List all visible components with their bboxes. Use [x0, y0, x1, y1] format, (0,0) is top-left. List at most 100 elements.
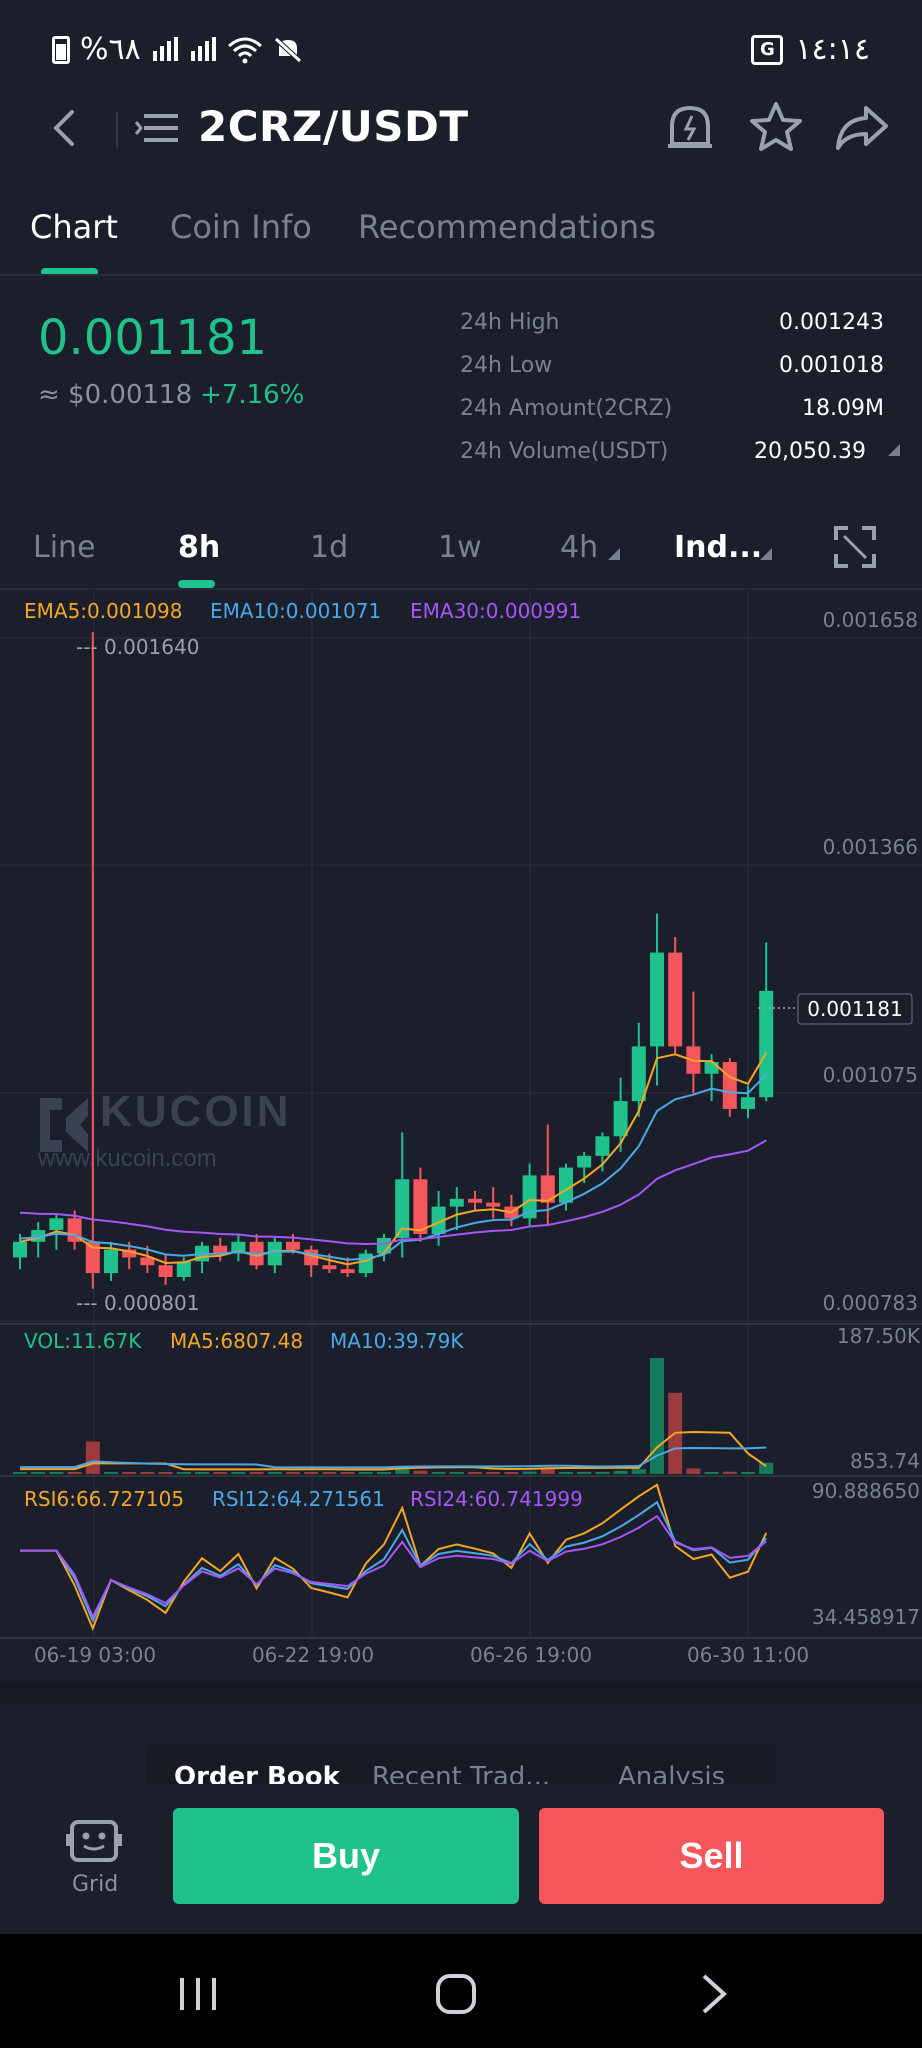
volume-bar [67, 1472, 82, 1474]
tab-analysis[interactable]: Analysis [618, 1762, 726, 1784]
ema-lines [19, 1052, 768, 1266]
ema30-legend: EMA30:0.000991 [410, 599, 581, 623]
back-nav-icon[interactable] [698, 1972, 730, 2016]
candle-body [650, 952, 664, 1047]
candle-body [158, 1265, 173, 1277]
signal-icon [190, 36, 216, 61]
volume-bar [759, 1462, 774, 1474]
interval-indicators[interactable]: Ind... [674, 530, 763, 565]
stat-value-volume[interactable]: 20,050.39 [754, 439, 866, 464]
candle-body [267, 1241, 282, 1266]
volume-bar [267, 1472, 282, 1474]
volume-bar [595, 1472, 610, 1474]
interval-line[interactable]: Line [33, 530, 96, 565]
battery-icon [52, 35, 70, 64]
stat-value-high: 0.001243 [779, 310, 884, 335]
sell-button[interactable]: Sell [539, 1808, 884, 1904]
candle-body [631, 1046, 646, 1102]
tab-recommendations[interactable]: Recommendations [358, 208, 656, 246]
volume-bar [286, 1472, 300, 1474]
current-price-tag-text: 0.001181 [807, 997, 902, 1021]
share-icon[interactable] [832, 98, 892, 158]
interval-1w[interactable]: 1w [438, 530, 482, 565]
volume-bar [340, 1472, 355, 1474]
candle-body [176, 1261, 191, 1277]
price-change: +7.16% [200, 380, 305, 410]
ema5-legend: EMA5:0.001098 [24, 599, 182, 623]
volume-bar [231, 1472, 246, 1474]
price-alert-icon[interactable] [660, 98, 720, 158]
volume-bars [13, 1358, 774, 1474]
volume-dropdown-icon[interactable] [888, 444, 900, 456]
interval-8h[interactable]: 8h [178, 530, 221, 565]
interval-4h[interactable]: 4h [560, 530, 599, 565]
candle-body [49, 1218, 64, 1231]
recents-icon[interactable] [176, 1974, 220, 2014]
tab-chart[interactable]: Chart [30, 208, 118, 246]
indicators-dropdown-icon[interactable] [760, 548, 772, 560]
home-icon[interactable] [434, 1972, 478, 2016]
high-marker: --- 0.001640 [76, 635, 199, 659]
volume-bar [540, 1468, 555, 1474]
candle-body [358, 1253, 373, 1274]
interval-1d[interactable]: 1d [310, 530, 349, 565]
volume-bar [522, 1471, 537, 1474]
stat-label-high: 24h High [460, 310, 560, 335]
candle-body [595, 1136, 610, 1156]
candlestick-chart[interactable]: KUCOIN www.kucoin.com EMA5:0.001098 EMA1… [0, 588, 922, 1668]
grid-label[interactable]: Grid [72, 1872, 119, 1897]
candle-body [395, 1179, 410, 1238]
current-price-tag [797, 993, 913, 1025]
interval-4h-dropdown-icon[interactable] [608, 548, 620, 560]
price-axis-label: 0.001658 [823, 608, 918, 632]
fullscreen-icon[interactable] [832, 524, 878, 570]
status-bar: %٦٨ G ١٤:١٤ [0, 0, 922, 100]
time-axis-label: 06-26 19:00 [470, 1643, 592, 1667]
stat-label-low: 24h Low [460, 353, 553, 378]
tab-order-book[interactable]: Order Book [174, 1762, 340, 1784]
star-icon[interactable] [746, 98, 806, 158]
rsi-axis-min: 34.458917 [812, 1605, 920, 1629]
candle-body [559, 1167, 573, 1203]
volume-bar [13, 1472, 27, 1474]
tab-recent-trades[interactable]: Recent Trad... [372, 1762, 551, 1784]
rsi6-legend: RSI6:66.727105 [24, 1487, 184, 1511]
volume-bar [468, 1472, 482, 1474]
volume-bar [504, 1472, 519, 1474]
tab-coin-info[interactable]: Coin Info [170, 208, 312, 246]
candle-body [85, 1241, 100, 1274]
volume-bar [85, 1441, 100, 1474]
candle-body [741, 1097, 755, 1109]
stat-value-low: 0.001018 [779, 353, 884, 378]
stat-label-amount: 24h Amount(2CRZ) [460, 396, 673, 421]
candle-body [722, 1062, 737, 1109]
candle-body [704, 1062, 719, 1074]
ema30-line [19, 1139, 767, 1246]
candle-body [540, 1175, 555, 1203]
watermark-url: www.kucoin.com [37, 1145, 217, 1172]
volume-bar [413, 1470, 428, 1474]
volume-bar [158, 1472, 173, 1474]
pair-title[interactable]: 2CRZ/USDT [198, 102, 469, 151]
time-axis-label: 06-19 03:00 [34, 1643, 156, 1667]
robot-icon[interactable] [66, 1818, 122, 1866]
back-icon[interactable] [36, 98, 96, 158]
candle-body [104, 1249, 118, 1274]
candle-body [122, 1249, 137, 1258]
rsi24-legend: RSI24:60.741999 [410, 1487, 583, 1511]
vol-legend: VOL:11.67K [24, 1329, 142, 1353]
candle-body [468, 1198, 482, 1203]
volume-bar [559, 1472, 573, 1474]
volume-bar [613, 1470, 628, 1474]
rsi-lines [20, 1483, 768, 1632]
menu-icon[interactable] [132, 98, 192, 158]
candle-body [340, 1269, 355, 1274]
buy-button[interactable]: Buy [173, 1808, 519, 1904]
volume-bar [431, 1471, 446, 1474]
kucoin-watermark: KUCOIN www.kucoin.com [37, 1087, 289, 1172]
volume-bar [741, 1472, 755, 1474]
candle-body [449, 1198, 464, 1207]
chart-bottom-gap [0, 1682, 922, 1704]
vol-ma10-legend: MA10:39.79K [330, 1329, 464, 1353]
